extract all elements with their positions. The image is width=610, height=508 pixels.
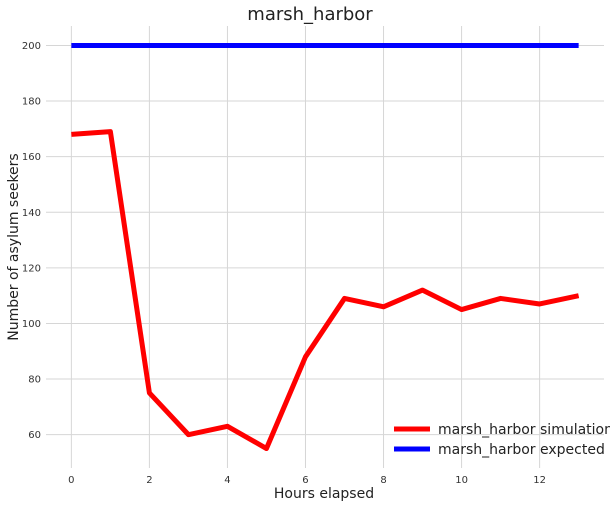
x-tick-label: 10 [455,475,468,486]
x-tick-label: 4 [224,475,230,486]
y-tick-label: 160 [22,152,41,163]
x-axis-title: Hours elapsed [274,486,374,502]
series-group [71,42,580,452]
legend-label: marsh_harbor expected [438,442,605,458]
x-tick-label: 12 [533,475,546,486]
y-tick-label: 80 [28,375,41,386]
y-tick-label: 140 [22,208,41,219]
x-tick-label: 0 [68,475,74,486]
x-tick-label: 2 [146,475,152,486]
chart-title: marsh_harbor [247,4,373,25]
y-tick-label: 200 [22,41,41,52]
x-tick-labels: 0 2 4 6 8 10 12 [68,475,546,486]
legend: marsh_harbor simulation marsh_harbor expe… [394,422,610,458]
y-tick-label: 180 [22,97,41,108]
y-tick-label: 120 [22,263,41,274]
series-line-1 [71,129,580,452]
y-tick-label: 60 [28,430,41,441]
plot-area [46,26,604,468]
x-tick-label: 8 [380,475,386,486]
y-tick-label: 100 [22,319,41,330]
x-tick-label: 6 [302,475,308,486]
y-tick-labels: 60 80 100 120 140 160 180 200 [22,41,41,441]
y-axis-title: Number of asylum seekers [6,153,22,340]
legend-label: marsh_harbor simulation [438,422,610,438]
